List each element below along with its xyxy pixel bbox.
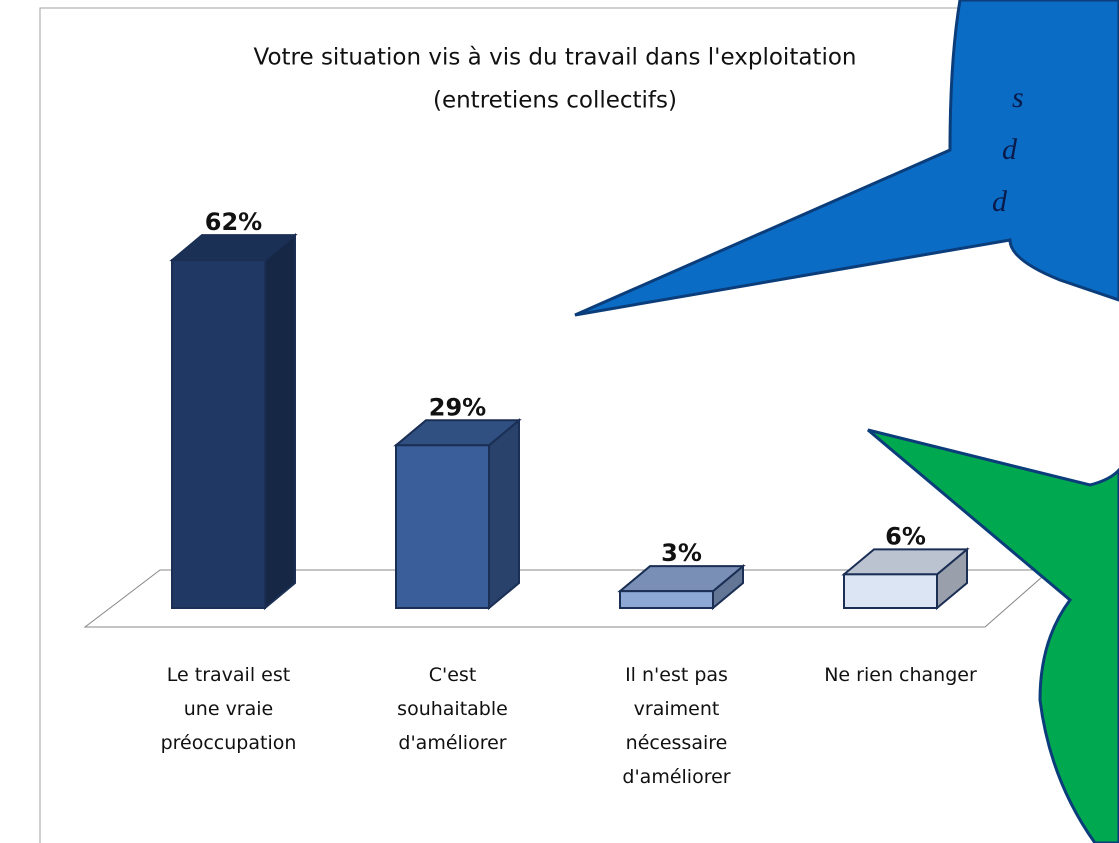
value-label: 29%: [429, 393, 486, 421]
bar: [843, 573, 938, 610]
floor: [83, 569, 1052, 628]
annotations: sdd: [992, 81, 1024, 218]
chart-title: Votre situation vis à vis du travail dan…: [254, 45, 857, 71]
x-tick-label: Il n'est pas vraiment nécessaire d'améliore…: [622, 664, 730, 788]
green-callout: [867, 428, 1119, 843]
x-tick-label: C'est souhaitable d'améliorer: [397, 664, 508, 754]
callout-text: d: [992, 185, 1008, 218]
bars: [169, 233, 970, 611]
bar: [619, 590, 714, 609]
bar-side: [264, 233, 296, 611]
x-tick-label: Le travail est une vraie préoccupation: [161, 664, 297, 754]
bar: [171, 259, 266, 609]
chart-subtitle: (entretiens collectifs): [433, 88, 677, 114]
callout-text: d: [1002, 133, 1018, 166]
bar-side: [488, 418, 520, 611]
value-label: 6%: [885, 522, 926, 550]
value-label: 3%: [661, 539, 702, 567]
value-label: 62%: [205, 208, 262, 236]
labels: 62% Le travail est une vraie préoccupation 2…: [161, 208, 977, 787]
blue-callout: [574, 0, 1119, 317]
x-tick-label: Ne rien changer: [824, 664, 977, 686]
callout-text: s: [1012, 81, 1024, 114]
bar: [395, 444, 490, 609]
